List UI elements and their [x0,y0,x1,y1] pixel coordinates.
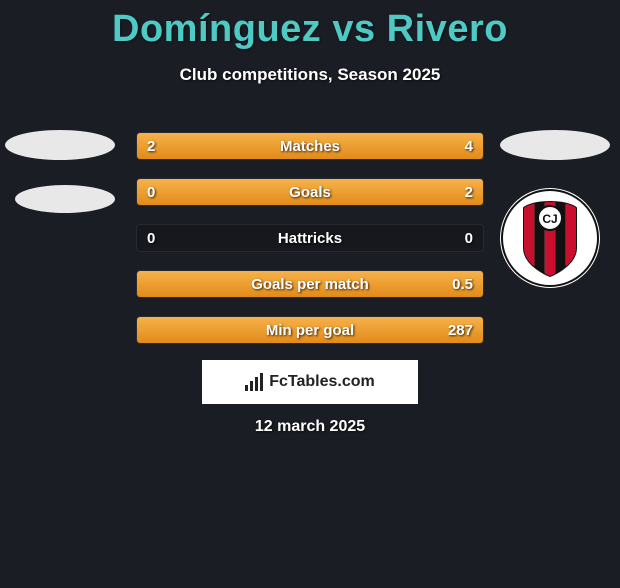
stat-value-right: 0.5 [452,271,473,298]
page-subtitle: Club competitions, Season 2025 [0,65,620,85]
player-left-club-placeholder [15,185,115,213]
stat-row: Min per goal287 [136,316,484,344]
stat-row: 0Hattricks0 [136,224,484,252]
logo-text: FcTables.com [269,373,375,391]
player-left-avatar-placeholder [5,130,115,160]
stat-label: Min per goal [137,317,483,344]
club-shield-icon: CJ [500,188,600,288]
date-text: 12 march 2025 [0,418,620,436]
stat-row: 0Goals2 [136,178,484,206]
stat-value-right: 0 [465,225,473,252]
stat-row: 2Matches4 [136,132,484,160]
bar-chart-icon [245,373,263,391]
page-title: Domínguez vs Rivero [0,8,620,51]
stat-label: Goals [137,179,483,206]
stat-bars: 2Matches40Goals20Hattricks0Goals per mat… [136,132,484,362]
player-right-avatar-placeholder [500,130,610,160]
stat-value-right: 2 [465,179,473,206]
svg-text:CJ: CJ [542,212,557,226]
stat-row: Goals per match0.5 [136,270,484,298]
stat-label: Matches [137,133,483,160]
stat-value-right: 287 [448,317,473,344]
stat-label: Goals per match [137,271,483,298]
fctables-logo: FcTables.com [202,360,418,404]
stat-value-right: 4 [465,133,473,160]
stat-label: Hattricks [137,225,483,252]
